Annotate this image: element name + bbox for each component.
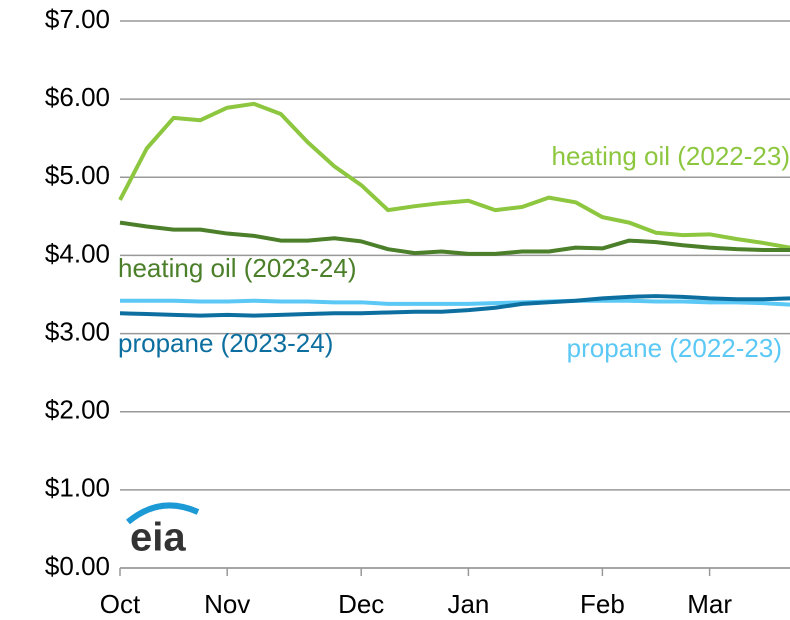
x-tick-label: Dec: [338, 589, 384, 619]
y-tick-label: $3.00: [45, 316, 110, 346]
y-tick-label: $5.00: [45, 160, 110, 190]
x-tick-label: Jan: [447, 589, 489, 619]
series-line: [118, 101, 790, 250]
y-tick-label: $4.00: [45, 238, 110, 268]
series-label: propane (2023-24): [118, 328, 333, 358]
series-label: heating oil (2023-24): [118, 253, 357, 283]
y-tick-label: $2.00: [45, 395, 110, 425]
series-line: [119, 220, 790, 256]
y-tick-label: $7.00: [45, 4, 110, 34]
y-tick-label: $0.00: [45, 551, 110, 581]
logo-swoosh: [126, 502, 200, 525]
series-line: [120, 298, 790, 307]
series-line: [119, 294, 790, 318]
y-tick-label: $6.00: [45, 82, 110, 112]
series-label: heating oil (2022-23): [552, 141, 790, 171]
x-tick-label: Feb: [580, 589, 625, 619]
x-tick-label: Oct: [100, 589, 141, 619]
logo: eia: [130, 516, 186, 560]
series-label: propane (2022-23): [567, 333, 782, 363]
x-tick-label: Mar: [687, 589, 732, 619]
y-tick-label: $1.00: [45, 473, 110, 503]
x-tick-label: Nov: [204, 589, 250, 619]
